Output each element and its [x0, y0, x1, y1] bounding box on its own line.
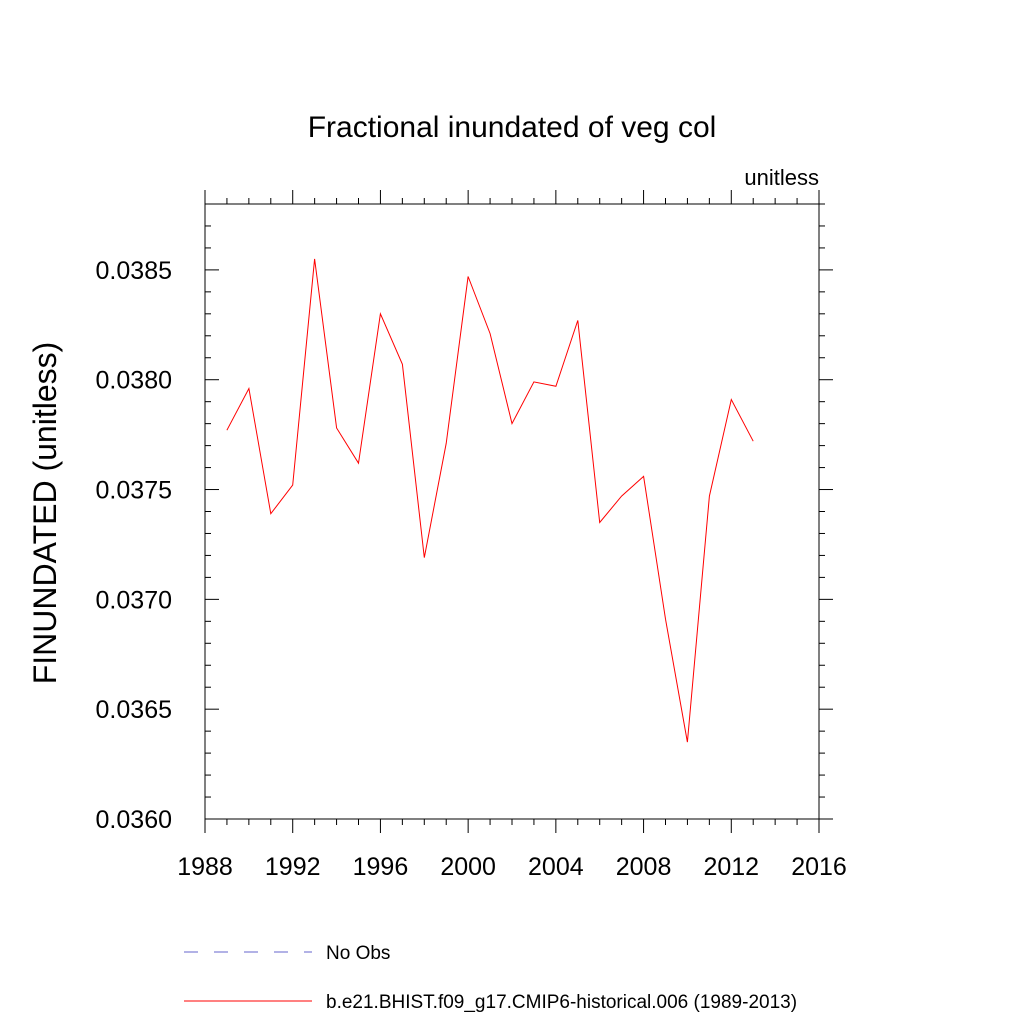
x-tick-label: 2012: [703, 853, 759, 881]
series-layer: [226, 258, 754, 743]
y-tick-label: 0.0370: [96, 586, 172, 614]
x-tick-label: 2008: [616, 853, 672, 881]
y-tick-label: 0.0385: [96, 257, 172, 285]
legend-label: No Obs: [326, 943, 390, 964]
y-tick-label: 0.0365: [96, 696, 172, 724]
x-tick-label: 2000: [440, 853, 496, 881]
y-axis-label: FINUNDATED (unitless): [27, 342, 63, 685]
plot-frame: [204, 203, 820, 820]
x-tick-label: 1996: [353, 853, 409, 881]
legend-label: b.e21.BHIST.f09_g17.CMIP6-historical.006…: [326, 992, 797, 1013]
units-label: unitless: [744, 165, 819, 190]
chart-title: Fractional inundated of veg col: [308, 111, 717, 144]
series-line: [226, 258, 754, 743]
x-tick-label: 2016: [791, 853, 847, 881]
x-tick-label: 2004: [528, 853, 584, 881]
y-tick-label: 0.0380: [96, 367, 172, 395]
y-tick-label: 0.0360: [96, 806, 172, 834]
axis-tick-labels: 1988 1992 1996 2000 2004 2008 2012 2016 0.0360 0.…: [96, 257, 847, 881]
y-tick-label: 0.0375: [96, 477, 172, 505]
axis-ticks: [204, 190, 833, 833]
legend: No Obs b.e21.BHIST.f09_g17.CMIP6-historic…: [184, 943, 797, 1013]
x-tick-label: 1988: [177, 853, 233, 881]
x-tick-label: 1992: [265, 853, 321, 881]
